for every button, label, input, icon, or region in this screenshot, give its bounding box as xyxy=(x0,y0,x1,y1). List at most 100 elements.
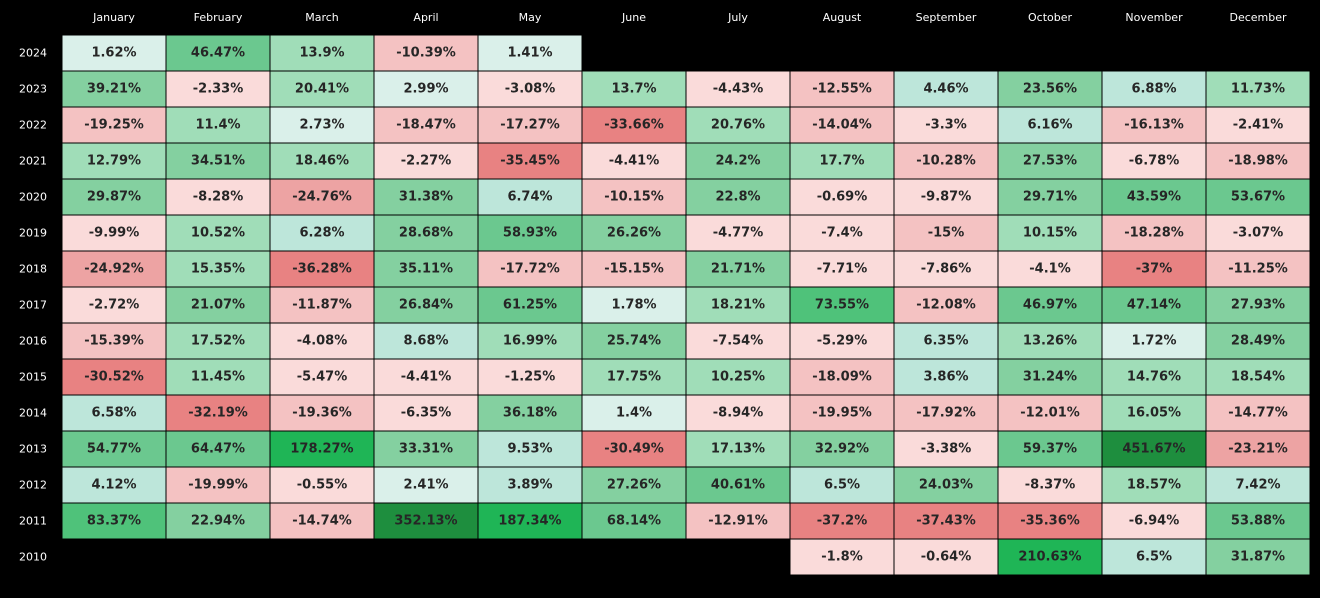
heatmap-cell-2014-june xyxy=(581,394,687,432)
cell-label-2015-september: 3.86% xyxy=(923,370,968,385)
cell-label-2013-february: 64.47% xyxy=(191,442,245,457)
heatmap-cell-2015-june xyxy=(581,358,687,396)
heatmap-cell-2011-august xyxy=(789,502,895,540)
cell-label-2013-august: 32.92% xyxy=(815,442,869,457)
heatmap-cell-2023-september xyxy=(893,70,999,108)
heatmap-cell-2016-october xyxy=(997,322,1103,360)
year-label-2014: 2014 xyxy=(19,407,47,420)
cell-label-2013-december: -23.21% xyxy=(1228,442,1288,457)
cell-label-2015-december: 18.54% xyxy=(1231,370,1285,385)
heatmap-cell-2014-december xyxy=(1205,394,1311,432)
heatmap-cell-2020-january xyxy=(61,178,167,216)
heatmap-cell-2013-october xyxy=(997,430,1103,468)
heatmap-cell-2021-august xyxy=(789,142,895,180)
cell-label-2016-may: 16.99% xyxy=(503,334,557,349)
heatmap-cell-2020-october xyxy=(997,178,1103,216)
cell-label-2012-september: 24.03% xyxy=(919,478,973,493)
cell-label-2017-march: -11.87% xyxy=(292,298,352,313)
heatmap-cell-2020-may xyxy=(477,178,583,216)
cell-label-2019-december: -3.07% xyxy=(1233,226,1284,241)
heatmap-cell-2016-december xyxy=(1205,322,1311,360)
heatmap-cell-2020-february xyxy=(165,178,271,216)
heatmap-cell-2015-november xyxy=(1101,358,1207,396)
cell-label-2018-december: -11.25% xyxy=(1228,262,1288,277)
cell-label-2024-january: 1.62% xyxy=(91,46,136,61)
heatmap-cell-2016-august xyxy=(789,322,895,360)
heatmap-cell-2014-july xyxy=(685,394,791,432)
cell-label-2020-june: -10.15% xyxy=(604,190,664,205)
heatmap-cell-2015-july xyxy=(685,358,791,396)
heatmap-cell-2017-february xyxy=(165,286,271,324)
cell-label-2016-april: 8.68% xyxy=(403,334,448,349)
cell-label-2012-july: 40.61% xyxy=(711,478,765,493)
cell-label-2021-april: -2.27% xyxy=(401,154,452,169)
cell-label-2023-may: -3.08% xyxy=(505,82,556,97)
month-label-april: April xyxy=(413,11,438,24)
cell-label-2020-october: 29.71% xyxy=(1023,190,1077,205)
heatmap-cell-2017-june xyxy=(581,286,687,324)
heatmap-cell-2015-september xyxy=(893,358,999,396)
cell-label-2017-august: 73.55% xyxy=(815,298,869,313)
cell-label-2012-may: 3.89% xyxy=(507,478,552,493)
heatmap-cell-2015-february xyxy=(165,358,271,396)
cell-label-2013-january: 54.77% xyxy=(87,442,141,457)
year-label-2016: 2016 xyxy=(19,335,47,348)
cell-label-2018-november: -37% xyxy=(1136,262,1173,277)
year-label-2017: 2017 xyxy=(19,299,47,312)
cell-label-2014-january: 6.58% xyxy=(91,406,136,421)
cell-label-2014-june: 1.4% xyxy=(616,406,652,421)
cell-label-2022-january: -19.25% xyxy=(84,118,144,133)
cell-label-2019-march: 6.28% xyxy=(299,226,344,241)
cell-label-2013-october: 59.37% xyxy=(1023,442,1077,457)
heatmap-cell-2019-november xyxy=(1101,214,1207,252)
cell-label-2018-august: -7.71% xyxy=(817,262,868,277)
heatmap-cell-2022-march xyxy=(269,106,375,144)
cell-label-2022-october: 6.16% xyxy=(1027,118,1072,133)
month-label-november: November xyxy=(1125,11,1183,24)
heatmap-cell-2019-june xyxy=(581,214,687,252)
cell-label-2022-august: -14.04% xyxy=(812,118,872,133)
cell-label-2023-september: 4.46% xyxy=(923,82,968,97)
heatmap-cell-2016-february xyxy=(165,322,271,360)
cell-label-2016-september: 6.35% xyxy=(923,334,968,349)
heatmap-cell-2020-september xyxy=(893,178,999,216)
cell-label-2015-february: 11.45% xyxy=(191,370,245,385)
heatmap-cell-2012-june xyxy=(581,466,687,504)
cell-label-2020-november: 43.59% xyxy=(1127,190,1181,205)
heatmap-cell-2019-january xyxy=(61,214,167,252)
cell-label-2014-february: -32.19% xyxy=(188,406,248,421)
cell-label-2023-march: 20.41% xyxy=(295,82,349,97)
cell-label-2019-june: 26.26% xyxy=(607,226,661,241)
heatmap-cell-2022-december xyxy=(1205,106,1311,144)
year-label-2021: 2021 xyxy=(19,155,47,168)
month-labels: January February March April May June July Augu… xyxy=(92,11,1287,24)
heatmap-cell-2024-february xyxy=(165,34,271,72)
cell-label-2023-december: 11.73% xyxy=(1231,82,1285,97)
heatmap-cell-2017-october xyxy=(997,286,1103,324)
cell-label-2022-may: -17.27% xyxy=(500,118,560,133)
cell-label-2020-december: 53.67% xyxy=(1231,190,1285,205)
cell-label-2011-january: 83.37% xyxy=(87,514,141,529)
cell-label-2013-july: 17.13% xyxy=(711,442,765,457)
cell-label-2022-july: 20.76% xyxy=(711,118,765,133)
cell-label-2023-february: -2.33% xyxy=(193,82,244,97)
heatmap-cell-2017-april xyxy=(373,286,479,324)
year-label-2011: 2011 xyxy=(19,515,47,528)
cell-label-2011-march: -14.74% xyxy=(292,514,352,529)
month-label-december: December xyxy=(1229,11,1287,24)
cell-label-2021-august: 17.7% xyxy=(819,154,864,169)
heatmap-cell-2010-december xyxy=(1205,538,1311,576)
cell-label-2023-june: 13.7% xyxy=(611,82,656,97)
heatmap-cell-2013-july xyxy=(685,430,791,468)
heatmap-cell-2022-january xyxy=(61,106,167,144)
heatmap-cell-2018-february xyxy=(165,250,271,288)
cell-label-2021-may: -35.45% xyxy=(500,154,560,169)
cell-label-2010-september: -0.64% xyxy=(921,550,972,565)
month-label-september: September xyxy=(916,11,977,24)
heatmap-cell-2023-may xyxy=(477,70,583,108)
cell-label-2015-january: -30.52% xyxy=(84,370,144,385)
heatmap-cell-2023-july xyxy=(685,70,791,108)
month-label-october: October xyxy=(1028,11,1072,24)
year-label-2013: 2013 xyxy=(19,443,47,456)
cell-label-2024-may: 1.41% xyxy=(507,46,552,61)
